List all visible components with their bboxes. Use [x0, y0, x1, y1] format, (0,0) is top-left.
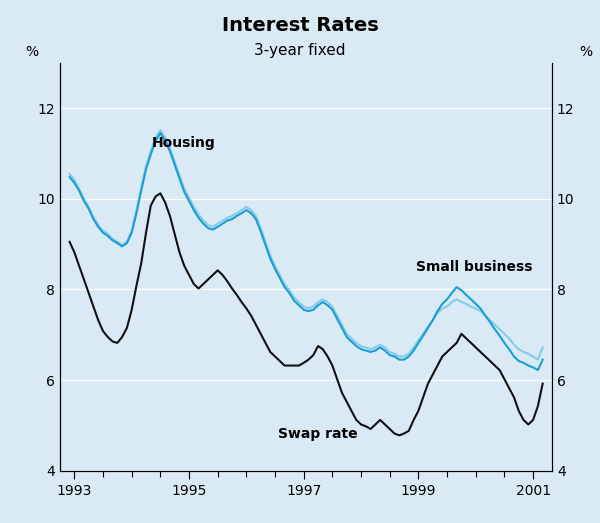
Text: Small business: Small business	[416, 260, 532, 274]
Text: 3-year fixed: 3-year fixed	[254, 43, 346, 58]
Text: Swap rate: Swap rate	[278, 427, 358, 441]
Text: Housing: Housing	[152, 135, 215, 150]
Text: %: %	[26, 44, 38, 59]
Text: Interest Rates: Interest Rates	[221, 16, 379, 35]
Text: %: %	[579, 44, 592, 59]
